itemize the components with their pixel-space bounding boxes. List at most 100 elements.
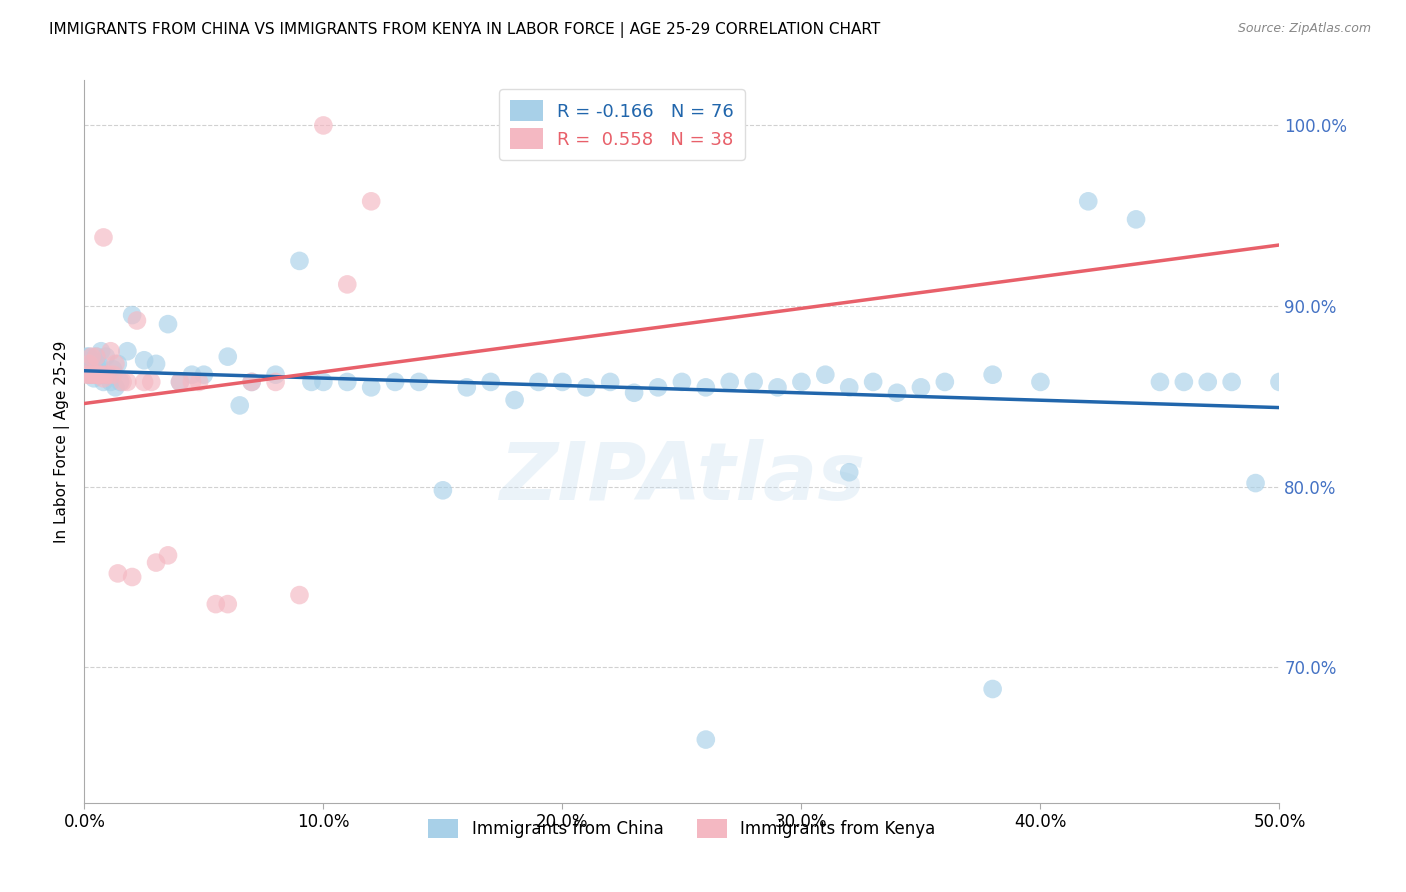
Point <box>83 368 105 382</box>
Point <box>145 556 167 570</box>
Point <box>408 375 430 389</box>
Point <box>101 368 124 382</box>
Point <box>77 357 100 371</box>
Point <box>90 368 112 382</box>
Point <box>814 368 837 382</box>
Point <box>264 368 287 382</box>
Point <box>77 368 100 382</box>
Point <box>360 380 382 394</box>
Point <box>1029 375 1052 389</box>
Text: IMMIGRANTS FROM CHINA VS IMMIGRANTS FROM KENYA IN LABOR FORCE | AGE 25-29 CORREL: IMMIGRANTS FROM CHINA VS IMMIGRANTS FROM… <box>49 22 880 38</box>
Point <box>121 308 143 322</box>
Y-axis label: In Labor Force | Age 25-29: In Labor Force | Age 25-29 <box>55 341 70 542</box>
Point <box>599 375 621 389</box>
Point <box>264 375 287 389</box>
Point <box>125 313 148 327</box>
Point <box>93 371 115 385</box>
Point <box>456 380 478 394</box>
Point <box>695 732 717 747</box>
Point <box>193 368 215 382</box>
Point <box>838 380 860 394</box>
Point <box>169 375 191 389</box>
Point <box>132 375 156 389</box>
Point <box>229 398 252 412</box>
Point <box>87 368 110 382</box>
Point <box>132 353 156 368</box>
Point <box>107 357 129 371</box>
Point <box>87 368 110 382</box>
Point <box>1220 375 1243 389</box>
Point <box>1268 375 1291 389</box>
Point <box>312 119 335 133</box>
Point <box>217 350 239 364</box>
Point <box>83 357 105 371</box>
Point <box>87 357 110 371</box>
Point <box>97 368 120 382</box>
Point <box>80 368 103 382</box>
Point <box>981 368 1004 382</box>
Point <box>288 588 311 602</box>
Point <box>104 357 127 371</box>
Point <box>695 380 717 394</box>
Point <box>742 375 765 389</box>
Point <box>551 375 574 389</box>
Legend: Immigrants from China, Immigrants from Kenya: Immigrants from China, Immigrants from K… <box>422 813 942 845</box>
Point <box>80 350 103 364</box>
Point <box>575 380 598 394</box>
Point <box>100 344 122 359</box>
Point <box>288 253 311 268</box>
Point <box>360 194 382 209</box>
Point <box>432 483 454 498</box>
Point <box>93 375 115 389</box>
Point <box>790 375 813 389</box>
Point <box>838 465 860 479</box>
Point <box>86 357 108 371</box>
Point <box>301 375 323 389</box>
Point <box>76 368 98 382</box>
Point <box>86 350 108 364</box>
Point <box>479 375 502 389</box>
Point <box>718 375 741 389</box>
Point <box>117 375 139 389</box>
Point <box>910 380 932 394</box>
Point <box>76 350 98 364</box>
Point <box>100 375 122 389</box>
Point <box>94 350 117 364</box>
Point <box>141 375 163 389</box>
Point <box>77 368 100 382</box>
Point <box>981 681 1004 696</box>
Point <box>862 375 884 389</box>
Point <box>90 344 112 359</box>
Point <box>1244 476 1267 491</box>
Point <box>1125 212 1147 227</box>
Point <box>1173 375 1195 389</box>
Point <box>169 375 191 389</box>
Point <box>1197 375 1219 389</box>
Point <box>90 368 112 382</box>
Point <box>157 549 180 563</box>
Point <box>503 392 526 407</box>
Point <box>101 362 124 376</box>
Point <box>934 375 956 389</box>
Point <box>110 375 132 389</box>
Point <box>77 350 100 364</box>
Point <box>623 385 645 400</box>
Point <box>107 566 129 581</box>
Point <box>87 368 110 382</box>
Point <box>111 375 134 389</box>
Point <box>240 375 263 389</box>
Point <box>188 375 211 389</box>
Text: Source: ZipAtlas.com: Source: ZipAtlas.com <box>1237 22 1371 36</box>
Point <box>671 375 693 389</box>
Point <box>527 375 550 389</box>
Point <box>121 570 143 584</box>
Point <box>384 375 406 389</box>
Point <box>181 375 204 389</box>
Point <box>205 597 228 611</box>
Point <box>93 230 115 244</box>
Point <box>80 357 103 371</box>
Point <box>80 368 103 382</box>
Point <box>886 385 908 400</box>
Point <box>86 368 108 382</box>
Point <box>647 380 669 394</box>
